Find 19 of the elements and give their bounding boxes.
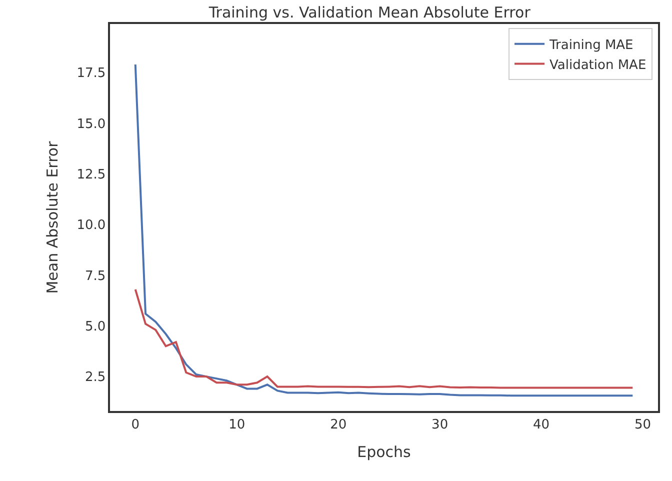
x-tick-label: 0 xyxy=(131,417,140,432)
y-tick-label: 17.5 xyxy=(76,66,106,82)
chart-title: Training vs. Validation Mean Absolute Error xyxy=(208,4,532,22)
x-tick-label: 20 xyxy=(330,417,347,432)
legend-label: Training MAE xyxy=(548,38,634,53)
x-tick-label: 30 xyxy=(432,417,448,432)
y-tick-label: 7.5 xyxy=(84,268,106,284)
y-tick-label: 12.5 xyxy=(76,167,106,182)
legend-label: Validation MAE xyxy=(550,58,646,73)
x-axis-title: Epochs xyxy=(357,442,412,461)
y-tick-label: 10.0 xyxy=(76,218,106,234)
x-tick-label: 40 xyxy=(533,417,550,432)
y-tick-label: 15.0 xyxy=(76,116,106,132)
x-tick-label: 50 xyxy=(634,417,652,432)
y-tick-label: 2.5 xyxy=(84,370,106,386)
y-tick-label: 5.0 xyxy=(84,319,106,334)
y-axis-title: Mean Absolute Error xyxy=(43,140,62,294)
x-tick-label: 10 xyxy=(228,417,246,432)
line-series xyxy=(134,288,634,389)
